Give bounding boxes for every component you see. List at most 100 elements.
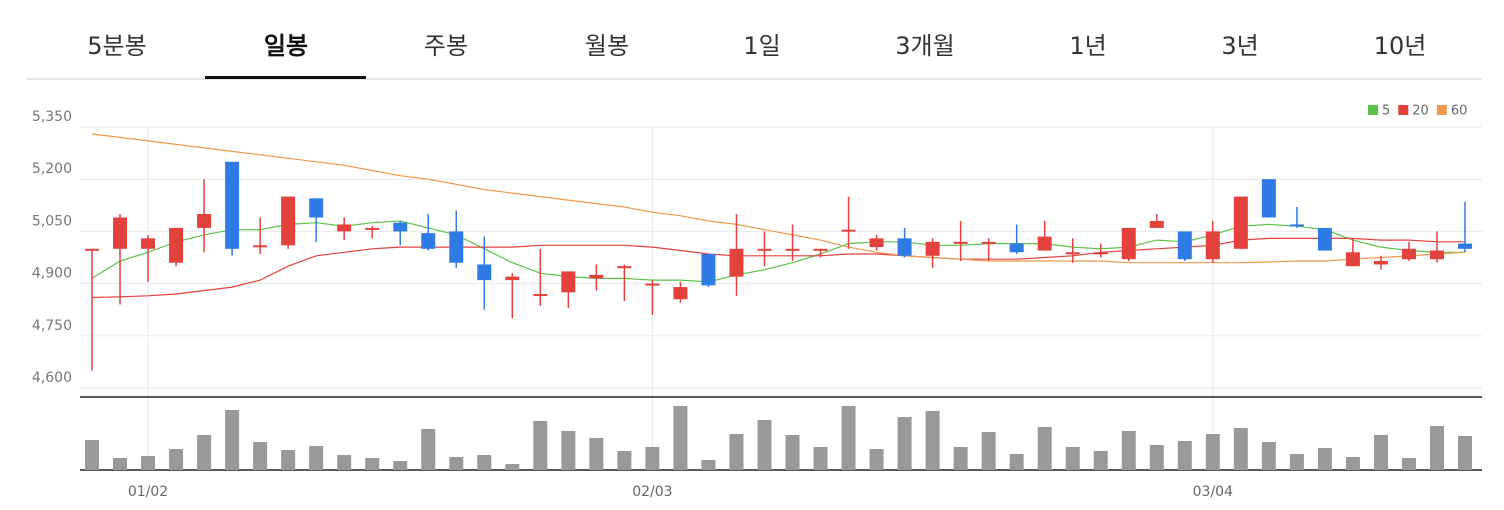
candle-body xyxy=(197,214,212,228)
volume-bar xyxy=(673,406,688,470)
volume-bar xyxy=(1261,442,1276,470)
volume-bar xyxy=(785,435,800,470)
volume-bar xyxy=(645,447,660,470)
volume-bar xyxy=(1458,436,1472,470)
y-tick-label: 5,050 xyxy=(32,213,72,229)
candle-body xyxy=(701,254,716,286)
legend: 5 20 60 xyxy=(1368,104,1467,119)
tab[interactable]: 주봉 xyxy=(424,32,468,60)
volume-bar xyxy=(393,461,408,470)
volume-bar xyxy=(1289,454,1304,470)
volume-bar xyxy=(1037,427,1052,470)
candle-body xyxy=(953,241,968,244)
volume-bar xyxy=(1401,458,1416,470)
volume-bar xyxy=(589,438,604,470)
volume-bar xyxy=(253,442,268,470)
candle-body xyxy=(673,287,688,300)
volume-bar xyxy=(1205,434,1220,470)
legend-swatch xyxy=(1398,105,1409,115)
volume-bar xyxy=(1121,431,1136,470)
x-tick-label: 03/04 xyxy=(1193,484,1233,500)
candle-body xyxy=(225,161,240,249)
candle-body xyxy=(253,245,268,248)
y-tick-label: 5,200 xyxy=(32,161,72,177)
candle-body xyxy=(897,238,912,256)
volume-bar xyxy=(421,429,436,470)
candle-body xyxy=(1065,252,1080,255)
x-tick-label: 02/03 xyxy=(632,484,672,500)
tab[interactable]: 3개월 xyxy=(895,32,954,60)
volume-bar xyxy=(505,464,520,470)
volume-bar xyxy=(561,431,576,470)
candle-body xyxy=(1261,179,1276,218)
candle-body xyxy=(85,248,99,251)
candle-body xyxy=(1317,227,1332,251)
candle-body xyxy=(1233,196,1248,249)
tab[interactable]: 월봉 xyxy=(585,32,629,60)
volume-bar xyxy=(309,446,324,470)
volume-bar xyxy=(953,447,968,470)
candle-body xyxy=(281,196,296,246)
volume-bar xyxy=(925,411,940,470)
volume-bar xyxy=(981,432,996,470)
candle-body xyxy=(309,198,324,218)
candle-body xyxy=(561,271,576,293)
candle-body xyxy=(365,227,380,230)
candle-body xyxy=(533,294,548,297)
candle-body xyxy=(1093,252,1108,255)
chart: 4,600 4,750 4,900 5,050 5,200 5,350 01/02 02/03… xyxy=(32,104,1482,500)
candle-body xyxy=(729,248,744,277)
candle-body xyxy=(1429,250,1444,260)
candle-body xyxy=(925,241,940,256)
tab[interactable]: 일봉 xyxy=(264,32,308,60)
volume-bar xyxy=(1345,457,1360,470)
volume-bar xyxy=(897,417,912,470)
candle-body xyxy=(813,248,828,251)
ma-line xyxy=(91,237,1465,299)
x-tick-label: 01/02 xyxy=(128,484,168,500)
legend-label: 60 xyxy=(1451,104,1468,119)
tab[interactable]: 10년 xyxy=(1374,32,1427,60)
volume-bar xyxy=(1317,448,1332,470)
volume-bar xyxy=(841,406,856,470)
volume-bar xyxy=(477,455,492,470)
candle-body xyxy=(757,248,772,251)
volume-bar xyxy=(729,434,744,470)
volume-bar xyxy=(365,458,380,470)
candle-body xyxy=(477,264,492,281)
candle-body xyxy=(1205,231,1220,260)
y-tick-label: 4,750 xyxy=(32,318,72,334)
candle-body xyxy=(169,227,184,263)
volume-bar xyxy=(1233,428,1248,470)
volume-bar xyxy=(225,410,240,470)
candle-body xyxy=(1289,224,1304,227)
candle-body xyxy=(113,217,128,249)
tab[interactable]: 3년 xyxy=(1221,32,1258,60)
candle-body xyxy=(1009,243,1024,253)
volume-bar xyxy=(1177,441,1192,470)
volume-bar xyxy=(113,458,128,470)
candle-body xyxy=(1373,260,1388,265)
tab-underline xyxy=(205,76,366,79)
volume-bar xyxy=(85,440,99,470)
tab-bar: 5분봉 일봉 주봉 월봉 1일 3개월 1년 3년 10년 xyxy=(87,32,1426,79)
volume-bar xyxy=(169,449,184,470)
legend-swatch xyxy=(1368,105,1378,115)
candle-body xyxy=(1121,227,1136,260)
candle-body xyxy=(141,238,156,249)
tab[interactable]: 1년 xyxy=(1069,32,1106,60)
tab[interactable]: 1일 xyxy=(743,32,780,60)
candle-body xyxy=(393,222,408,232)
y-tick-label: 4,600 xyxy=(32,370,72,386)
candle-body xyxy=(1177,231,1192,260)
volume-bar xyxy=(701,460,716,470)
volume-bar xyxy=(1429,426,1444,470)
candle-body xyxy=(785,248,800,251)
y-tick-label: 5,350 xyxy=(32,109,72,125)
tab[interactable]: 5분봉 xyxy=(87,32,146,60)
volume-bar xyxy=(281,450,296,470)
candle-body xyxy=(337,224,352,232)
candle-body xyxy=(841,229,856,232)
volume-bar xyxy=(757,420,772,470)
volume-bar xyxy=(617,451,632,470)
